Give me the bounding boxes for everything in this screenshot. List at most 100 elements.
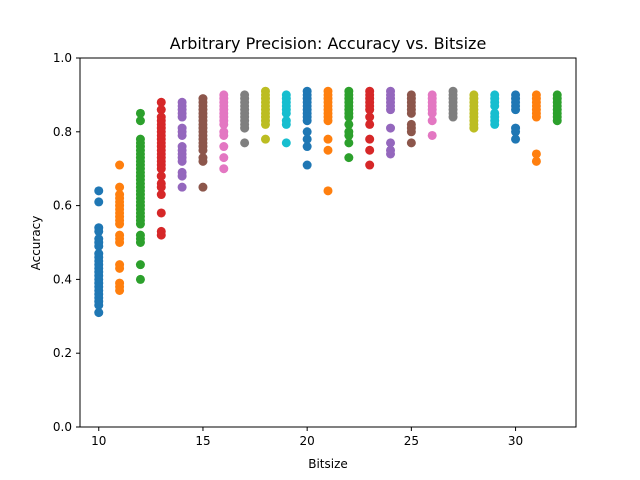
data-points [94,86,562,318]
y-axis-label: Accuracy [29,216,43,271]
data-point [490,101,500,111]
data-point [323,134,333,144]
data-point [531,156,541,166]
data-point [511,127,521,137]
data-point [323,186,333,196]
data-point [115,219,125,229]
data-point [177,156,187,166]
data-point [302,116,312,126]
data-point [115,263,125,273]
x-tick-label: 10 [91,434,106,448]
data-point [156,171,166,181]
data-point [219,153,229,163]
data-point [115,285,125,295]
y-tick-label: 0.0 [53,420,72,434]
chart-title: Arbitrary Precision: Accuracy vs. Bitsiz… [170,34,487,53]
x-tick-label: 15 [195,434,210,448]
data-point [94,226,104,236]
data-point [448,112,458,122]
data-point [219,164,229,174]
data-point [386,123,396,133]
data-point [177,130,187,140]
data-point [302,134,312,144]
data-point [302,160,312,170]
data-point [177,112,187,122]
data-point [156,105,166,115]
data-point [365,145,375,155]
data-point [115,182,125,192]
data-point [365,105,375,115]
data-point [94,300,104,310]
data-point [198,182,208,192]
data-point [531,112,541,122]
data-point [281,138,291,148]
data-point [94,197,104,207]
data-point [386,149,396,159]
data-point [219,119,229,129]
y-tick-label: 1.0 [53,51,72,65]
y-tick-label: 0.2 [53,346,72,360]
data-point [344,130,354,140]
y-tick-label: 0.6 [53,199,72,213]
data-point [115,160,125,170]
data-point [386,105,396,115]
data-point [344,119,354,129]
data-point [365,119,375,129]
data-point [365,134,375,144]
data-point [177,182,187,192]
data-point [323,145,333,155]
x-tick-label: 25 [404,434,419,448]
y-tick-label: 0.4 [53,272,72,286]
plot-frame [79,57,577,428]
data-point [240,123,250,133]
data-point [94,241,104,251]
data-point [531,149,541,159]
data-point [115,238,125,247]
data-point [490,119,500,129]
data-point [406,127,416,137]
y-tick-label: 0.8 [53,125,72,139]
data-point [135,274,145,284]
data-point [344,112,354,122]
data-point [406,108,416,118]
data-point [511,134,521,144]
data-point [365,160,375,170]
data-point [135,260,145,270]
data-point [94,308,104,318]
data-point [427,108,437,118]
data-point [156,164,166,174]
x-tick-label: 20 [300,434,315,448]
data-point [94,186,104,196]
data-point [219,130,229,140]
data-point [177,171,187,181]
x-tick-label: 30 [508,434,523,448]
data-point [323,116,333,126]
data-point [281,108,291,118]
data-point [198,156,208,166]
data-point [344,153,354,163]
data-point [386,138,396,148]
data-point [302,142,312,152]
data-point [365,112,375,122]
data-point [344,138,354,148]
x-axis-ticks: 10 15 20 25 30 [91,427,523,448]
data-point [260,119,270,129]
data-point [156,182,166,192]
data-point [135,108,145,118]
y-axis-ticks: 0.0 0.2 0.4 0.6 0.8 1.0 [53,51,80,434]
data-point [281,119,291,129]
data-point [240,138,250,148]
data-point [156,208,166,218]
data-point [135,238,145,247]
data-point [198,145,208,155]
data-point [260,134,270,144]
x-axis-label: Bitsize [308,457,348,471]
data-point [427,116,437,126]
data-point [302,127,312,137]
data-point [552,116,562,126]
data-point [469,123,479,133]
data-point [511,105,521,115]
data-point [156,97,166,107]
